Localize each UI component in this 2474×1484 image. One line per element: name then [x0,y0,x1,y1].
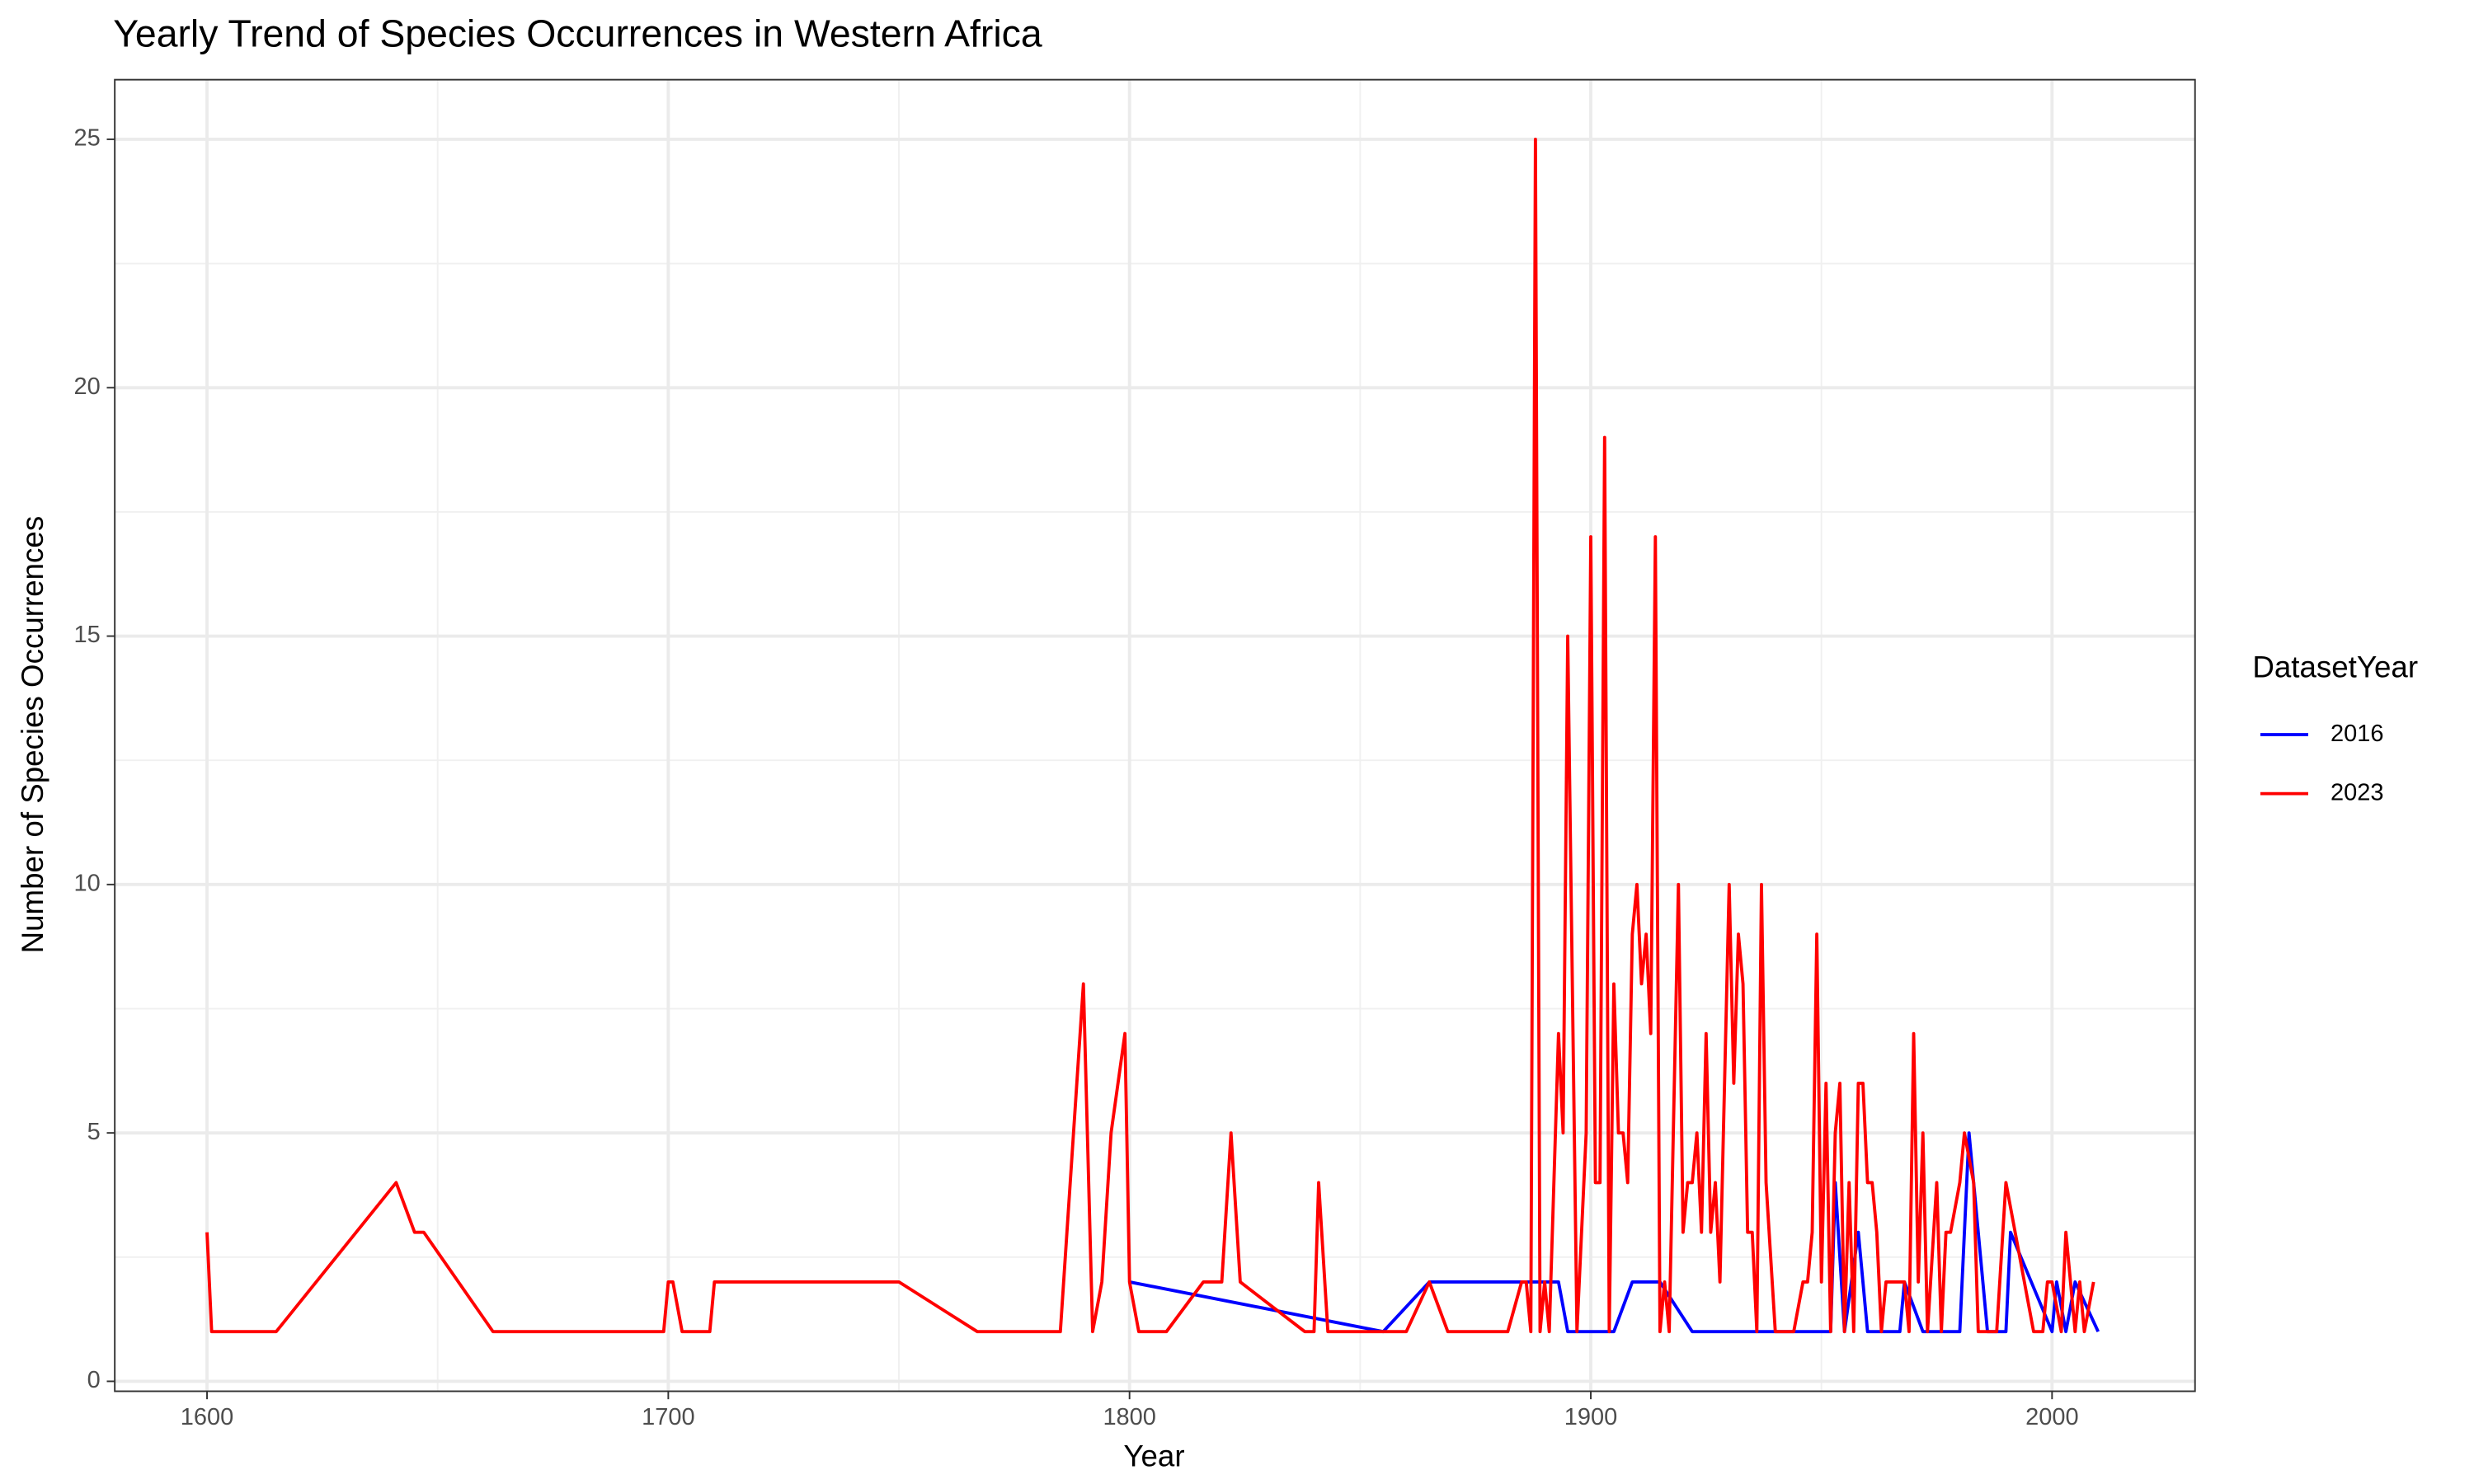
x-tick-label: 2000 [2025,1404,2078,1430]
y-axis-label: Number of Species Occurrences [16,516,49,954]
x-tick-label: 1900 [1564,1404,1617,1430]
series-line [1129,1131,2100,1334]
y-tick-label: 10 [74,871,101,897]
legend-label: 2023 [2331,779,2383,805]
x-tick-label: 1800 [1103,1404,1155,1430]
legend-title: DatasetYear [2252,650,2418,684]
y-tick-label: 0 [87,1367,101,1393]
y-tick-label: 15 [74,622,101,648]
legend-label: 2016 [2331,721,2383,747]
y-tick-label: 5 [87,1119,101,1145]
chart-title: Yearly Trend of Species Occurrences in W… [113,12,1042,55]
x-axis-label: Year [1123,1439,1184,1472]
plot-border [114,78,2196,1392]
series-line [205,138,2095,1334]
y-tick-label: 25 [74,125,101,152]
x-tick-label: 1600 [181,1404,233,1430]
y-tick-label: 20 [74,373,101,400]
x-tick-label: 1700 [642,1404,694,1430]
